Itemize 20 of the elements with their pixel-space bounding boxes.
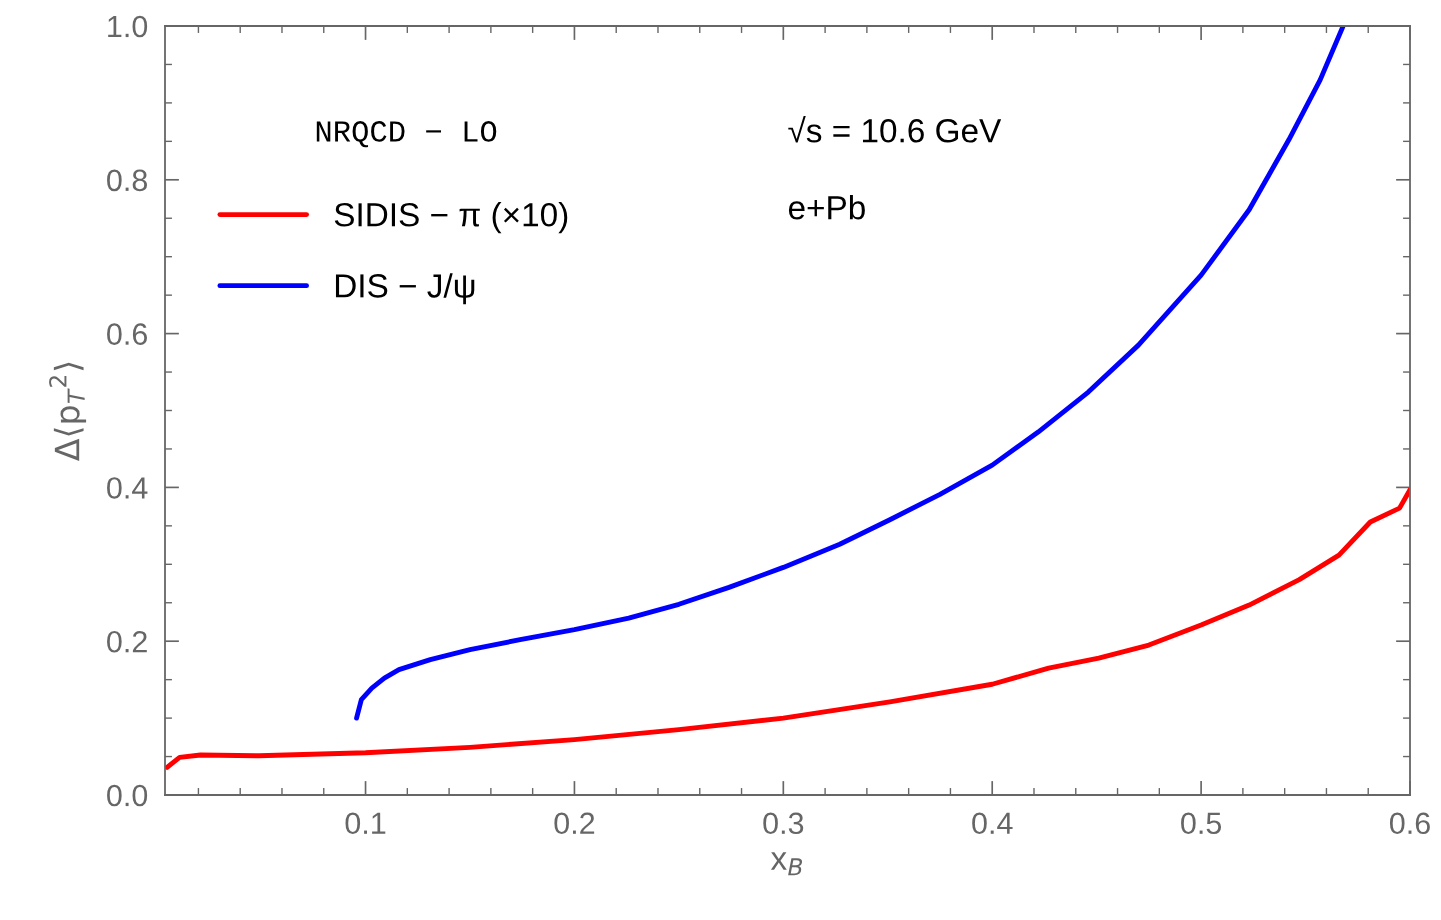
annotation: e+Pb [788,195,865,220]
y-axis-title: Δ⟨p$_{T}$$^{2}$⟩ [49,362,87,462]
x-tick-label: 0.1 [345,812,386,835]
y-tick-label: 0.0 [107,784,148,807]
x-tick-label: 0.6 [1389,812,1430,835]
x-axis-title: x$_{B}$ [770,852,803,876]
y-tick-label: 1.0 [108,15,148,38]
annotation: NRQCD − LO [316,121,497,148]
x-tick-label: 0.4 [972,812,1013,835]
y-tick-label: 0.2 [107,630,147,653]
y-tick-label: 0.4 [107,477,148,499]
line-series [165,487,1410,770]
annotation: √s = 10.6 GeV [788,115,1002,143]
y-tick-label: 0.6 [107,323,147,345]
x-tick-label: 0.5 [1181,812,1222,835]
legend-label: DIS − J/ψ [335,273,475,305]
legend-label: SIDIS − π (×10) [334,202,568,234]
x-tick-label: 0.3 [763,812,804,835]
y-tick-label: 0.8 [107,169,148,192]
x-tick-label: 0.2 [554,812,595,835]
